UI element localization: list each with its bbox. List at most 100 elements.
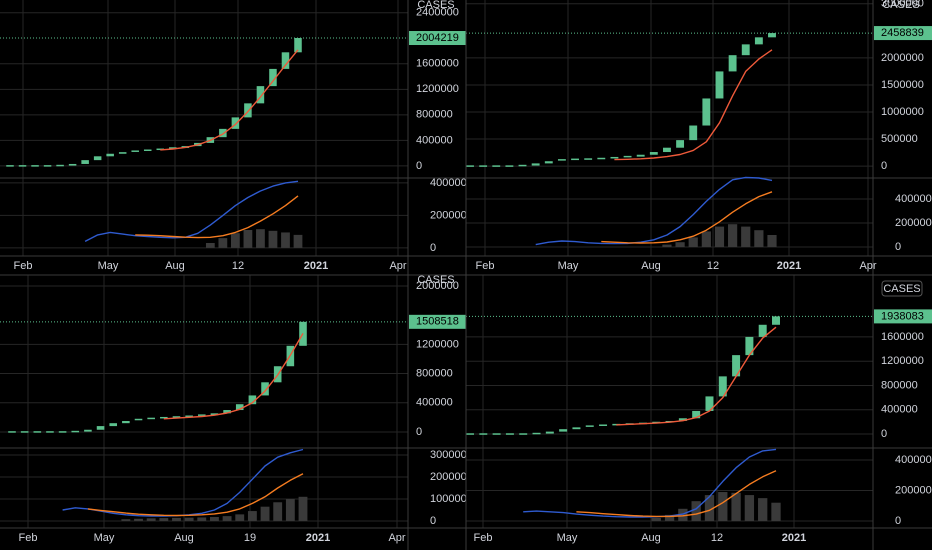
candle [466, 433, 474, 435]
bar [184, 517, 194, 521]
last-value-label: 2458839 [881, 27, 924, 39]
x-tick-label: 12 [232, 260, 244, 272]
y-tick-label: 500000 [881, 133, 918, 145]
y-tick-label: 2000000 [881, 52, 924, 64]
orange-line [601, 191, 773, 244]
axis-label: CASES [417, 0, 454, 11]
last-value-badge [409, 314, 466, 329]
x-tick-label: 12 [707, 260, 719, 272]
bar [197, 517, 207, 521]
x-tick-label: Aug [165, 260, 185, 272]
y-tick-label: 0 [430, 242, 436, 254]
candle [663, 147, 671, 153]
blue-line [84, 180, 299, 243]
candle [492, 165, 501, 167]
candle [248, 395, 257, 405]
bar [134, 518, 143, 521]
candle [18, 165, 27, 167]
bar [231, 233, 240, 248]
candle [219, 128, 227, 138]
last-value-label: 2004219 [416, 32, 459, 44]
x-tick-label: 19 [244, 532, 256, 544]
x-tick-label: May [98, 260, 119, 272]
bar [741, 226, 751, 247]
candle [134, 418, 143, 421]
chart-panel: Feb May Aug 12 2021 0 400000 800000 1200000 16000… [466, 275, 932, 550]
candle [169, 147, 177, 149]
candle [479, 165, 488, 167]
y-tick-label: 400000 [881, 404, 918, 416]
candle [732, 355, 741, 377]
candle [559, 429, 568, 432]
x-tick-label: Feb [474, 532, 493, 544]
x-tick-label: Feb [14, 260, 33, 272]
moving-average-line [616, 326, 777, 426]
candle [689, 125, 698, 141]
x-tick-label: 2021 [782, 532, 806, 544]
candle [571, 158, 579, 161]
candle [649, 152, 658, 155]
candle [597, 157, 606, 160]
bar [651, 517, 661, 521]
bar [767, 235, 777, 247]
candle [692, 410, 701, 419]
candle [261, 382, 269, 396]
bar [121, 519, 131, 521]
orange-line [576, 470, 777, 518]
x-tick-label: May [558, 260, 579, 272]
candle [33, 431, 42, 433]
candle [585, 425, 594, 427]
candle [678, 418, 687, 421]
candle [46, 431, 54, 433]
candle [93, 156, 102, 161]
y-tick-label: 0 [430, 515, 436, 527]
bar [247, 511, 257, 521]
candle [81, 160, 89, 164]
bar [771, 502, 781, 521]
bar [273, 502, 283, 521]
x-tick-label: Aug [641, 260, 661, 272]
y-tick-label: 1500000 [881, 79, 924, 91]
bar [210, 517, 219, 521]
x-tick-label: Aug [641, 532, 661, 544]
y-tick-label: 200000 [430, 471, 467, 483]
axis-label-button [881, 280, 923, 297]
blue-line [535, 176, 773, 246]
y-tick-label: 1600000 [416, 58, 459, 70]
candle [71, 430, 80, 433]
candle [235, 404, 244, 411]
y-tick-label: 3000000 [881, 0, 924, 10]
candle [492, 433, 501, 435]
candle [518, 164, 527, 167]
bar [758, 498, 768, 521]
y-tick-label: 0 [895, 241, 901, 253]
bar [731, 492, 741, 521]
candle [58, 431, 67, 433]
candle [256, 86, 265, 104]
x-tick-label: Feb [19, 532, 38, 544]
y-tick-label: 400000 [416, 397, 453, 409]
candle [505, 165, 514, 167]
x-tick-label: 12 [711, 532, 723, 544]
bar [146, 518, 156, 521]
candle [118, 152, 127, 154]
last-value-label: 1938083 [881, 310, 924, 322]
candle [532, 432, 541, 435]
candle [636, 154, 645, 157]
candle [131, 150, 139, 152]
candle [557, 159, 566, 161]
bar [218, 238, 228, 248]
bar [159, 518, 169, 521]
moving-average-line [614, 49, 773, 161]
candle [479, 433, 488, 435]
bar [691, 501, 701, 521]
bar [662, 244, 672, 247]
y-tick-label: 300000 [430, 449, 467, 461]
x-tick-label: 2021 [306, 532, 330, 544]
chart-panel: Feb May Aug 19 2021 Apr 0 400000 800000 1200000 20… [0, 274, 467, 550]
last-value-badge [874, 309, 932, 324]
y-tick-label: 1200000 [416, 83, 459, 95]
bar [293, 234, 303, 248]
y-tick-label: 800000 [881, 379, 918, 391]
bar [281, 232, 290, 248]
